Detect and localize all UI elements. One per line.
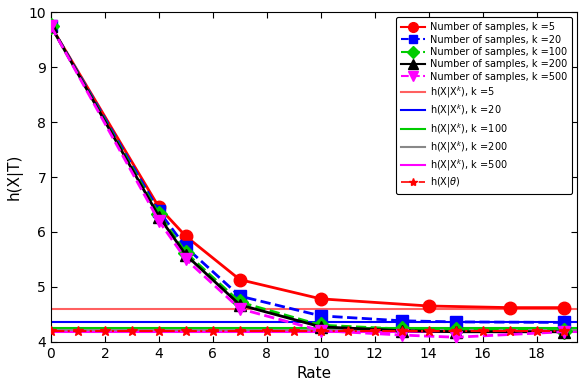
Y-axis label: h(X|T): h(X|T) [7, 154, 23, 200]
Legend: Number of samples, k =5, Number of samples, k =20, Number of samples, k =100, Nu: Number of samples, k =5, Number of sampl… [396, 17, 572, 194]
X-axis label: Rate: Rate [297, 366, 332, 381]
